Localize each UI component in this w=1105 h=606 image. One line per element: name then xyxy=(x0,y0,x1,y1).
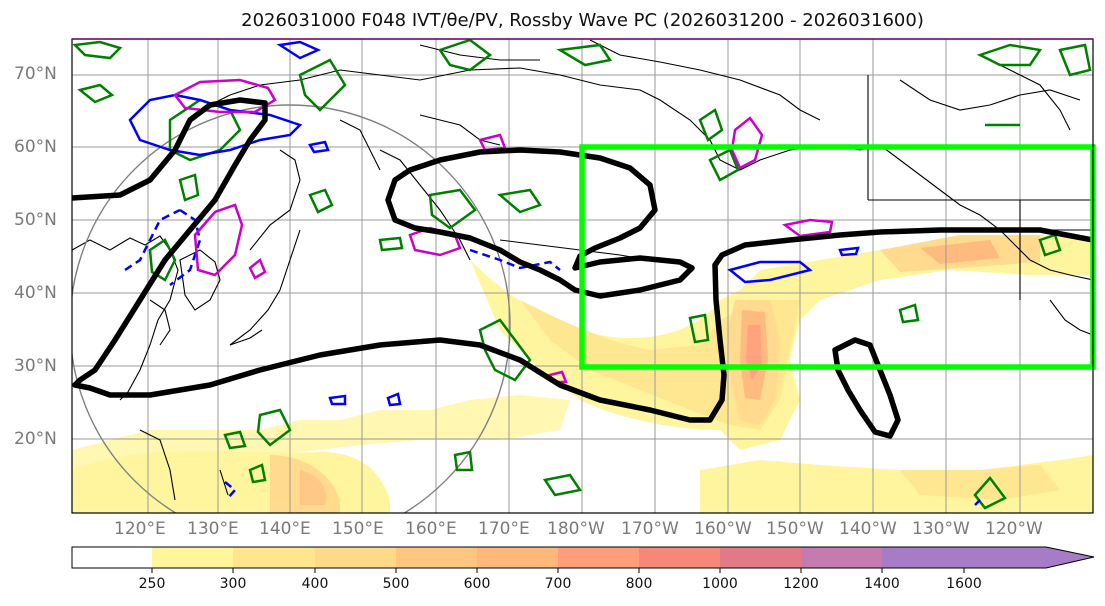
pv-contour xyxy=(72,97,1093,439)
colorbar-tick-label: 1200 xyxy=(783,576,819,592)
colorbar-tick-label: 700 xyxy=(544,576,572,592)
distance-circle xyxy=(72,104,511,513)
lat-label: 50°N xyxy=(14,210,57,230)
lon-label: 170°W xyxy=(621,519,679,539)
lat-label: 30°N xyxy=(14,356,57,376)
colorbar-tick-label: 300 xyxy=(219,576,247,592)
lon-label: 150°W xyxy=(766,519,824,539)
colorbar-tick-label: 800 xyxy=(625,576,653,592)
lon-label: 130°E xyxy=(187,519,239,539)
colorbar-tick-label: 1400 xyxy=(864,576,900,592)
lon-label: 160°E xyxy=(405,519,457,539)
ivt-shading xyxy=(72,235,1093,513)
lon-label: 140°E xyxy=(259,519,311,539)
lat-label: 40°N xyxy=(14,283,57,303)
lat-label: 60°N xyxy=(14,137,57,157)
lon-label: 120°E xyxy=(114,519,166,539)
lon-label: 150°E xyxy=(332,519,384,539)
lat-label: 20°N xyxy=(14,429,57,449)
colorbar-tick-label: 400 xyxy=(301,576,329,592)
lon-label: 160°W xyxy=(694,519,752,539)
map-title: 2026031000 F048 IVT/θe/PV, Rossby Wave P… xyxy=(241,10,924,31)
colorbar-tick-label: 500 xyxy=(382,576,410,592)
lon-label: 180°W xyxy=(547,519,605,539)
colorbar xyxy=(71,546,1095,573)
colorbar-tick-label: 250 xyxy=(138,576,166,592)
lon-label: 120°W xyxy=(985,519,1043,539)
colorbar-tick-label: 1000 xyxy=(702,576,738,592)
lon-label: 170°E xyxy=(478,519,530,539)
lon-label: 130°W xyxy=(912,519,970,539)
colorbar-tick-label: 600 xyxy=(463,576,491,592)
colorbar-tick-label: 1600 xyxy=(946,576,982,592)
lon-label: 140°W xyxy=(839,519,897,539)
lat-label: 70°N xyxy=(14,64,57,84)
